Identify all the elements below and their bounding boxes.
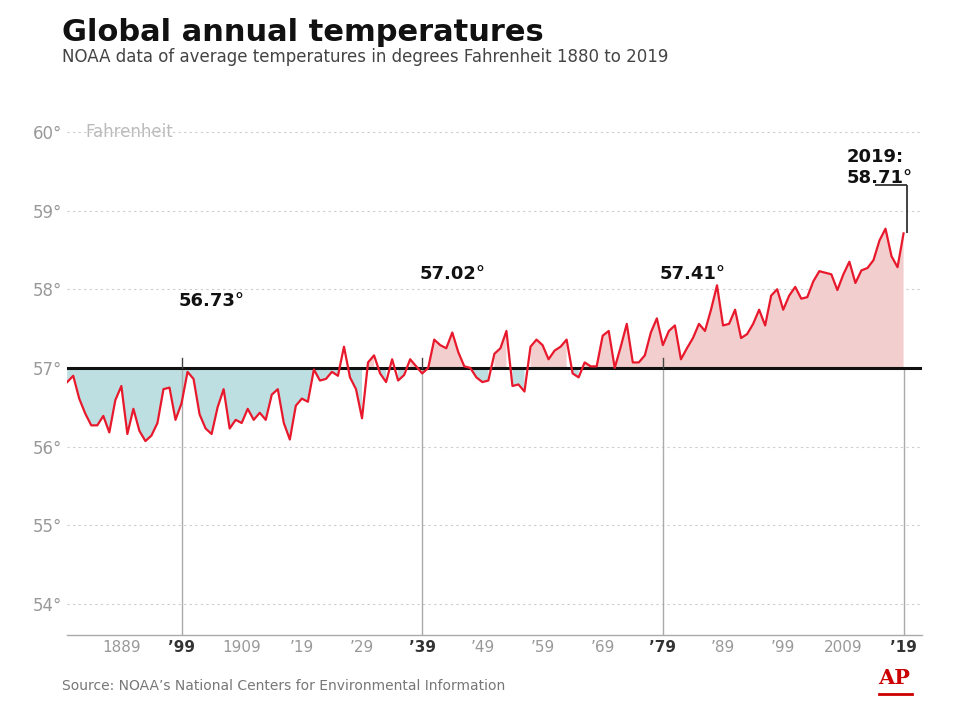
Text: 57.41°: 57.41° — [660, 265, 726, 283]
Text: Fahrenheit: Fahrenheit — [85, 123, 173, 141]
Text: 57.02°: 57.02° — [420, 265, 485, 283]
Text: Source: NOAA’s National Centers for Environmental Information: Source: NOAA’s National Centers for Envi… — [62, 679, 506, 693]
Text: AP: AP — [878, 668, 910, 688]
Text: NOAA data of average temperatures in degrees Fahrenheit 1880 to 2019: NOAA data of average temperatures in deg… — [62, 48, 669, 66]
Text: Global annual temperatures: Global annual temperatures — [62, 18, 544, 47]
Text: 2019:
58.71°: 2019: 58.71° — [847, 148, 913, 186]
Text: 56.73°: 56.73° — [179, 292, 245, 311]
